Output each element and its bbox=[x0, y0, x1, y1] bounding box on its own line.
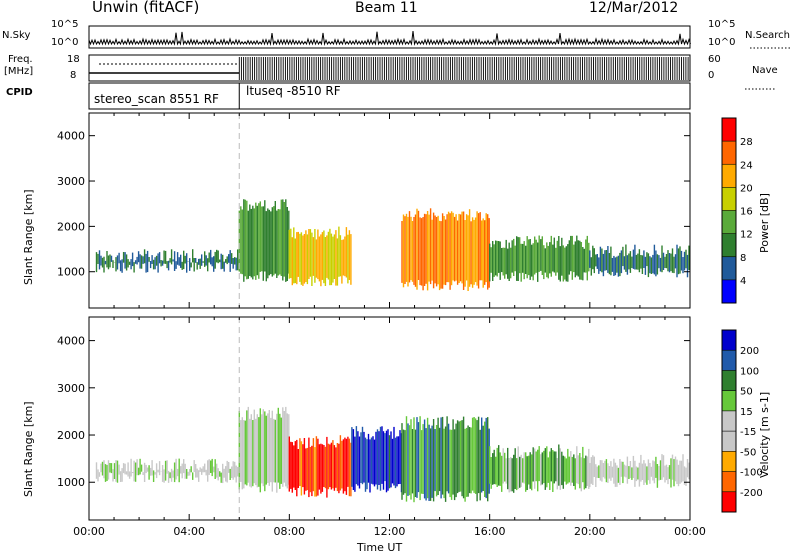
station-title: Unwin (fitACF) bbox=[92, 0, 200, 16]
freq-tick-bottom: 8 bbox=[70, 70, 77, 81]
time-tick-label: 00:00 bbox=[73, 525, 105, 538]
cpid-panel-frame bbox=[88, 82, 691, 110]
power-colorbar-tick-label: 16 bbox=[740, 207, 753, 218]
date-title: 12/Mar/2012 bbox=[589, 0, 679, 16]
freq-trace-ltuseq bbox=[238, 57, 689, 80]
nsky-tick-bottom: 10^0 bbox=[51, 37, 79, 48]
velocity-colorbar-segment bbox=[722, 471, 736, 492]
power-colorbar-tick-label: 12 bbox=[740, 230, 753, 241]
nsearch-tick-bottom: 10^0 bbox=[708, 37, 736, 48]
nsky-tick-top: 10^5 bbox=[51, 19, 79, 30]
power-ytick-label: 4000 bbox=[57, 130, 85, 143]
velocity-plot-bg bbox=[89, 317, 690, 520]
power-colorbar-tick-label: 8 bbox=[740, 253, 746, 264]
power-colorbar-segment bbox=[722, 210, 736, 234]
velocity-region-5 bbox=[489, 444, 590, 493]
time-tick-label: 04:00 bbox=[173, 525, 205, 538]
velocity-ytick-label: 1000 bbox=[57, 476, 85, 489]
velocity-colorbar-segment bbox=[722, 410, 736, 432]
power-ytick-label: 2000 bbox=[57, 220, 85, 233]
velocity-colorbar-segment bbox=[722, 390, 736, 411]
velocity-ytick-label: 2000 bbox=[57, 429, 85, 442]
power-colorbar-tick-label: 20 bbox=[740, 183, 753, 194]
nsky-label: N.Sky bbox=[2, 30, 31, 41]
power-colorbar-segment bbox=[722, 141, 736, 165]
nave-tick-top: 60 bbox=[708, 54, 721, 65]
velocity-colorbar-tick-label: -200 bbox=[740, 488, 763, 499]
power-plot-bg bbox=[89, 113, 690, 308]
power-region-3 bbox=[401, 208, 490, 291]
velocity-ytick-label: 4000 bbox=[57, 335, 85, 348]
power-colorbar-tick-label: 4 bbox=[740, 276, 746, 287]
velocity-colorbar-frame bbox=[721, 329, 737, 513]
velocity-colorbar-tick-label: 50 bbox=[740, 387, 753, 398]
power-colorbar-segment bbox=[722, 256, 736, 280]
velocity-colorbar-segment bbox=[722, 370, 736, 391]
time-tick-label: 16:00 bbox=[474, 525, 506, 538]
velocity-colorbar-tick-label: -15 bbox=[740, 427, 756, 438]
mode-label-1: stereo_scan 8551 RF bbox=[94, 92, 219, 106]
power-region-5 bbox=[589, 244, 690, 278]
time-tick-label: 08:00 bbox=[273, 525, 305, 538]
nave-tick-bottom: 0 bbox=[708, 70, 715, 81]
power-colorbar-segment bbox=[722, 233, 736, 257]
nsky-panel-frame bbox=[88, 25, 691, 49]
freq-unit-label: [MHz] bbox=[4, 66, 34, 77]
time-axis-label: Time UT bbox=[357, 541, 403, 554]
power-colorbar-tick-label: 24 bbox=[740, 160, 753, 171]
time-tick-label: 20:00 bbox=[574, 525, 606, 538]
velocity-colorbar-tick-label: -100 bbox=[740, 468, 763, 479]
power-ytick-label: 1000 bbox=[57, 266, 85, 279]
velocity-colorbar-tick-label: 15 bbox=[740, 407, 753, 418]
power-region-1 bbox=[238, 199, 290, 282]
velocity-colorbar-segment bbox=[722, 350, 736, 371]
velocity-region-0 bbox=[95, 458, 240, 484]
velocity-colorbar-tick-label: 200 bbox=[740, 346, 759, 357]
velocity-colorbar-tick-label: -50 bbox=[740, 447, 756, 458]
power-ytick-label: 3000 bbox=[57, 175, 85, 188]
nsky-trace bbox=[88, 31, 691, 46]
velocity-ytick-label: 3000 bbox=[57, 382, 85, 395]
power-region-4 bbox=[489, 235, 590, 282]
freq-label: Freq. bbox=[8, 54, 33, 65]
power-region-0 bbox=[95, 249, 240, 273]
velocity-colorbar-tick-label: 100 bbox=[740, 366, 759, 377]
velocity-region-2 bbox=[288, 435, 352, 498]
velocity-colorbar-segment bbox=[722, 431, 736, 452]
power-colorbar-tick-label: 28 bbox=[740, 137, 753, 148]
nsearch-tick-top: 10^5 bbox=[708, 19, 736, 30]
power-colorbar-segment bbox=[722, 187, 736, 211]
time-tick-label: 00:00 bbox=[674, 525, 706, 538]
cpid-label: CPID bbox=[6, 87, 33, 98]
velocity-colorbar-segment bbox=[722, 451, 736, 472]
power-region-2 bbox=[288, 226, 352, 287]
beam-title: Beam 11 bbox=[355, 0, 418, 16]
velocity-colorbar-segment bbox=[722, 491, 736, 512]
velocity-region-1 bbox=[238, 406, 290, 493]
freq-panel-frame bbox=[88, 54, 691, 82]
time-tick-label: 12:00 bbox=[374, 525, 406, 538]
velocity-region-6 bbox=[589, 454, 690, 488]
mode-label-2: ltuseq -8510 RF bbox=[246, 84, 341, 98]
power-colorbar-segment bbox=[722, 164, 736, 188]
velocity-colorbar-segment bbox=[722, 330, 736, 351]
power-colorbar-segment bbox=[722, 279, 736, 303]
nsearch-label: N.Search bbox=[745, 30, 791, 41]
nave-label: Nave bbox=[752, 65, 778, 76]
power-colorbar-segment bbox=[722, 118, 736, 142]
freq-tick-top: 18 bbox=[67, 54, 80, 65]
